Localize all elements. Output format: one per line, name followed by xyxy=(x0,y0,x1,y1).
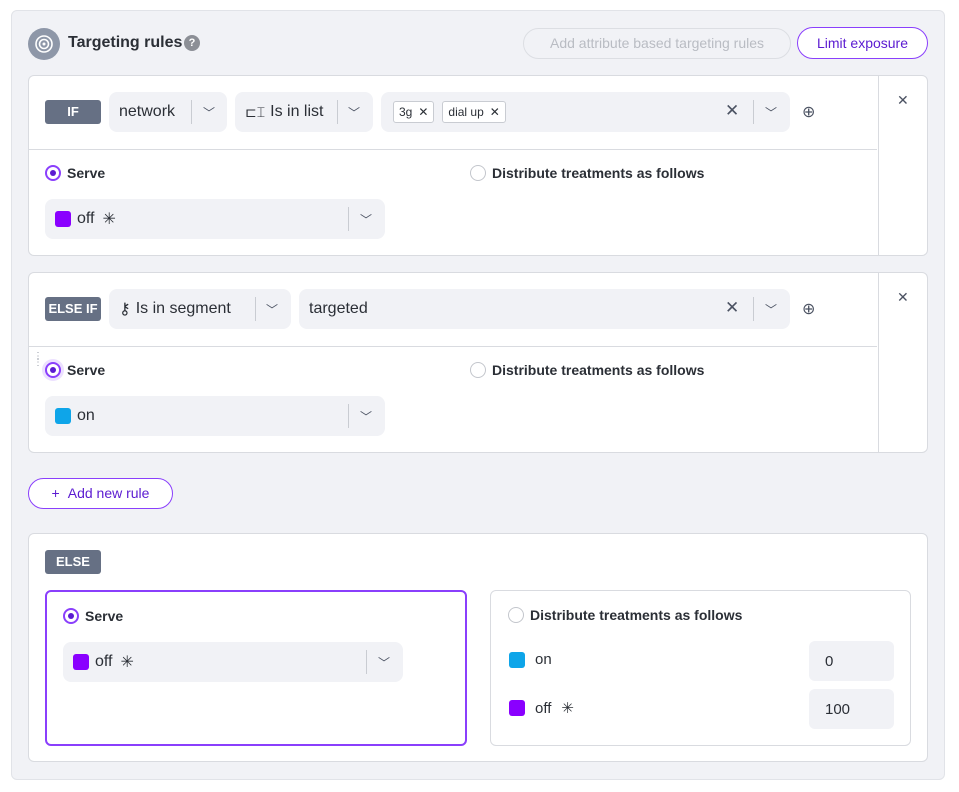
chevron-down-icon: ﹀ xyxy=(266,302,279,317)
values-multiselect[interactable]: 3g ✕ dial up ✕ ✕ ﹀ xyxy=(381,92,790,132)
operator-value: Is in list xyxy=(270,103,324,120)
add-attribute-rules-button[interactable]: Add attribute based targeting rules xyxy=(523,28,791,59)
delete-rule-icon[interactable]: ✕ xyxy=(897,92,909,108)
target-icon xyxy=(28,28,60,60)
off-percentage-input[interactable]: 100 xyxy=(809,689,894,729)
chevron-down-icon: ﹀ xyxy=(360,212,373,227)
treatment-swatch xyxy=(55,211,71,227)
treatment-swatch xyxy=(55,408,71,424)
treatment-select[interactable]: off ✳ ﹀ xyxy=(63,642,403,682)
delete-rule-icon[interactable]: ✕ xyxy=(897,289,909,305)
page-title: Targeting rules xyxy=(68,34,183,51)
chevron-down-icon: ﹀ xyxy=(203,105,216,120)
chevron-down-icon[interactable]: ﹀ xyxy=(765,302,778,317)
distribute-radio[interactable]: Distribute treatments as follows xyxy=(470,362,704,378)
segment-select[interactable]: targeted ✕ ﹀ xyxy=(299,289,790,329)
help-icon[interactable]: ? xyxy=(184,35,200,51)
chevron-down-icon: ﹀ xyxy=(348,105,361,120)
distribution-row-off: off ✳ xyxy=(509,699,574,717)
plus-icon: + xyxy=(51,485,60,501)
distribute-radio[interactable]: Distribute treatments as follows xyxy=(508,607,742,623)
operator-select[interactable]: ⊏⌶ Is in list ﹀ xyxy=(235,92,373,132)
add-new-rule-button[interactable]: + Add new rule xyxy=(28,478,173,509)
drag-handle-icon[interactable]: ⋮ ⋮ xyxy=(33,351,43,368)
treatment-swatch xyxy=(73,654,89,670)
clear-icon[interactable]: ✕ xyxy=(725,298,740,317)
attribute-select[interactable]: network ﹀ xyxy=(109,92,227,132)
treatment-select[interactable]: on ﹀ xyxy=(45,396,385,436)
key-icon: ⚷ xyxy=(119,301,131,318)
default-treatment-icon: ✳ xyxy=(561,700,574,717)
chevron-down-icon[interactable]: ﹀ xyxy=(765,105,778,120)
serve-radio[interactable]: Serve xyxy=(45,362,105,378)
serve-radio[interactable]: Serve xyxy=(45,165,105,181)
value-chip: dial up ✕ xyxy=(442,101,506,123)
default-treatment-icon: ✳ xyxy=(120,654,134,671)
remove-chip-icon[interactable]: ✕ xyxy=(418,105,429,119)
operator-select[interactable]: ⚷ Is in segment ﹀ xyxy=(109,289,291,329)
clear-icon[interactable]: ✕ xyxy=(725,101,740,120)
remove-chip-icon[interactable]: ✕ xyxy=(489,105,500,119)
value-chip: 3g ✕ xyxy=(393,101,435,123)
chevron-down-icon: ﹀ xyxy=(360,409,373,424)
else-if-tag: ELSE IF xyxy=(45,297,101,321)
on-percentage-input[interactable]: 0 xyxy=(809,641,894,681)
chevron-down-icon: ﹀ xyxy=(378,655,391,670)
add-condition-icon[interactable]: ⊕ xyxy=(802,301,816,318)
attribute-value: network xyxy=(119,103,176,120)
treatment-select[interactable]: off ✳ ﹀ xyxy=(45,199,385,239)
list-icon: ⊏⌶ xyxy=(245,103,266,120)
distribution-row-on: on xyxy=(509,651,552,668)
if-tag: IF xyxy=(45,100,101,124)
limit-exposure-button[interactable]: Limit exposure xyxy=(797,27,928,59)
serve-radio[interactable]: Serve xyxy=(63,608,123,624)
else-tag: ELSE xyxy=(45,550,101,574)
distribute-radio[interactable]: Distribute treatments as follows xyxy=(470,165,704,181)
add-condition-icon[interactable]: ⊕ xyxy=(802,104,816,121)
default-treatment-icon: ✳ xyxy=(102,211,116,228)
